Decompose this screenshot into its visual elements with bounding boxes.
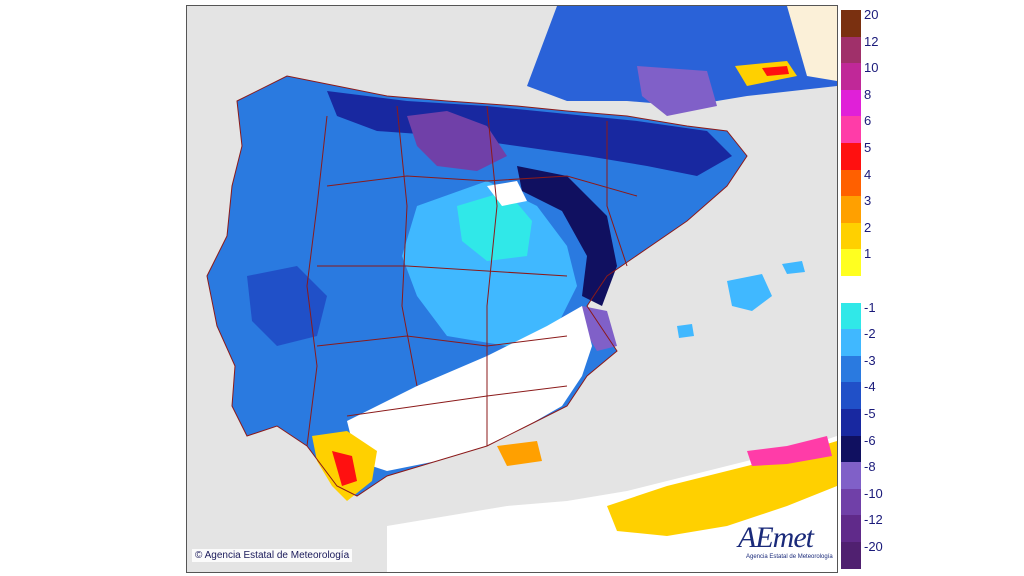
pyrenees-purple <box>637 66 717 116</box>
legend-label: -20 <box>864 539 883 554</box>
legend-swatch <box>841 143 861 170</box>
legend-label: 6 <box>864 113 872 129</box>
legend-label: -6 <box>864 432 876 448</box>
legend-label: 3 <box>864 193 872 209</box>
north-dark-band <box>327 91 732 176</box>
legend-label: -8 <box>864 459 876 475</box>
legend-swatch <box>841 488 861 516</box>
menorca <box>782 261 805 274</box>
legend-swatch <box>841 222 861 250</box>
legend-swatch <box>841 276 861 303</box>
logo-subtitle: Agencia Estatal de Meteorología <box>746 554 833 560</box>
legend-swatch <box>841 409 861 436</box>
ebro-dark <box>517 166 617 306</box>
france-east <box>787 6 837 81</box>
province-borders <box>206 75 748 497</box>
legend-swatch <box>841 36 861 64</box>
almeria-warm <box>497 441 542 466</box>
legend-swatch <box>841 302 861 330</box>
north-purple-a <box>407 111 507 171</box>
copyright-text: © Agencia Estatal de Meteorología <box>192 549 353 562</box>
legend-swatch <box>841 116 861 143</box>
legend-label: 8 <box>864 86 872 102</box>
legend-label: 5 <box>864 140 872 155</box>
legend-label: 20 <box>864 7 879 22</box>
legend-swatch <box>841 382 861 409</box>
legend-swatch <box>841 10 861 37</box>
north-white-spot <box>487 181 527 206</box>
legend-label: -12 <box>864 512 883 528</box>
legend-swatch <box>841 329 861 356</box>
legend-swatch <box>841 435 861 463</box>
north-africa <box>387 436 837 572</box>
mallorca <box>727 274 772 311</box>
legend-label: 2 <box>864 219 872 235</box>
legend-swatch <box>841 169 861 197</box>
valencia-purple <box>582 306 617 351</box>
legend-swatch <box>841 542 861 569</box>
anomaly-map <box>186 5 838 573</box>
legend-label: 10 <box>864 60 879 76</box>
legend-swatch <box>841 63 861 90</box>
legend: 20 12 10 8 6 5 4 3 2 1 -1 -2 -3 -4 -5 -6 -8 -10 -12 -20 <box>838 7 898 570</box>
legend-swatch <box>841 89 861 117</box>
legend-label: -4 <box>864 379 876 395</box>
south-neutral <box>347 306 592 471</box>
legend-label: 4 <box>864 166 872 182</box>
france-hot-spot <box>762 66 789 76</box>
legend-label: 12 <box>864 33 879 49</box>
legend-label: -3 <box>864 352 876 368</box>
central-cyan <box>402 181 577 346</box>
cadiz-hot <box>332 451 357 486</box>
algeria-hot <box>747 436 832 466</box>
north-africa-warm <box>607 441 837 536</box>
legend-swatch <box>841 196 861 223</box>
aemet-logo: AEmet Agencia Estatal de Meteorología <box>738 521 834 567</box>
legend-swatch <box>841 355 861 383</box>
legend-swatch <box>841 249 861 276</box>
legend-swatch <box>841 462 861 489</box>
legend-label: -1 <box>864 299 876 315</box>
legend-label: 1 <box>864 246 872 262</box>
legend-label: -5 <box>864 406 876 421</box>
legend-label: -10 <box>864 485 883 501</box>
map-svg <box>187 6 837 572</box>
logo-text: AEmet <box>738 521 814 554</box>
legend-label: -2 <box>864 326 876 342</box>
legend-swatch <box>841 515 861 542</box>
ibiza <box>677 324 694 338</box>
